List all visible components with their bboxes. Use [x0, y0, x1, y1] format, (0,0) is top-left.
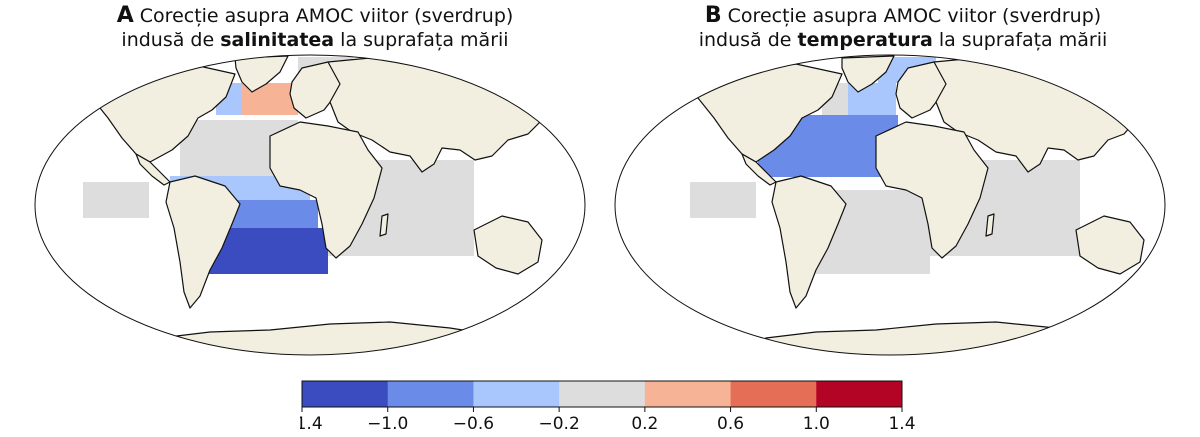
land-australia [1075, 215, 1145, 275]
land-antarctica [735, 321, 1137, 355]
colorbar-bin [644, 381, 732, 407]
map-temperature [614, 54, 1166, 356]
land-australia [473, 215, 543, 275]
land-greenland [841, 55, 895, 93]
colorbar-tick-label: −1.4 [300, 414, 323, 434]
panel-a-title-text: Corecție asupra AMOC viitor (sverdrup) [139, 5, 514, 27]
land-madagascar [985, 213, 995, 237]
land-africa [269, 121, 383, 259]
panel-b-title: B Corecție asupra AMOC viitor (sverdrup)… [623, 4, 1183, 52]
colorbar-tick-label: 0.2 [631, 414, 658, 434]
land-central-america [741, 153, 777, 186]
colorbar-tick-label: 0.6 [717, 414, 744, 434]
colorbar-tick-label: −1.0 [367, 414, 408, 434]
colorbar-tick-label: −0.2 [539, 414, 580, 434]
colorbar-frame [301, 380, 903, 408]
colorbar: −1.4 −1.0 −0.6 −0.2 0.2 0.6 1.0 1.4 [300, 380, 916, 434]
colorbar-bin [730, 381, 817, 407]
panel-b-letter: B [704, 3, 722, 28]
land-africa [875, 121, 989, 259]
map-frame [34, 54, 586, 356]
panel-a-title-line1: A Corecție asupra AMOC viitor (sverdrup) [35, 4, 595, 28]
panel-b-line2-post: la suprafața mării [938, 29, 1108, 51]
panel-b-line2-pre: indusă de [698, 29, 792, 51]
land-madagascar [379, 213, 389, 237]
panel-a-line2-bold: salinitatea [220, 29, 335, 51]
region-east-pacific [690, 182, 756, 218]
map-frame [614, 54, 1166, 356]
land-antarctica [129, 321, 531, 355]
panel-a-line2-pre: indusă de [121, 29, 215, 51]
panel-b-title-text: Corecție asupra AMOC viitor (sverdrup) [727, 5, 1102, 27]
panel-a-letter: A [116, 3, 134, 28]
panel-a-line2-post: la suprafața mării [340, 29, 509, 51]
colorbar-bins [302, 381, 903, 407]
colorbar-bin [473, 381, 560, 407]
panel-b-title-line2: indusă de temperatura la suprafața mării [623, 28, 1183, 52]
panel-a-title: A Corecție asupra AMOC viitor (sverdrup)… [35, 4, 595, 52]
panel-b-line2-bold: temperatura [797, 29, 933, 51]
colorbar-ticks: −1.4 −1.0 −0.6 −0.2 0.2 0.6 1.0 1.4 [300, 407, 916, 434]
colorbar-tick-label: 1.4 [888, 414, 915, 434]
colorbar-tick-label: 1.0 [803, 414, 830, 434]
panel-b-title-line1: B Corecție asupra AMOC viitor (sverdrup) [623, 4, 1183, 28]
region-east-pacific [83, 182, 149, 218]
colorbar-bin [302, 381, 389, 407]
panel-a-title-line2: indusă de salinitatea la suprafața mării [35, 28, 595, 52]
land-greenland [234, 55, 289, 93]
colorbar-bin [387, 381, 474, 407]
colorbar-tick-label: −0.6 [453, 414, 494, 434]
colorbar-bin [559, 381, 646, 407]
land-south-america [771, 175, 847, 309]
land-central-america [135, 153, 171, 186]
map-salinity [34, 54, 586, 356]
colorbar-bin [816, 381, 903, 407]
land-south-america [165, 175, 241, 309]
